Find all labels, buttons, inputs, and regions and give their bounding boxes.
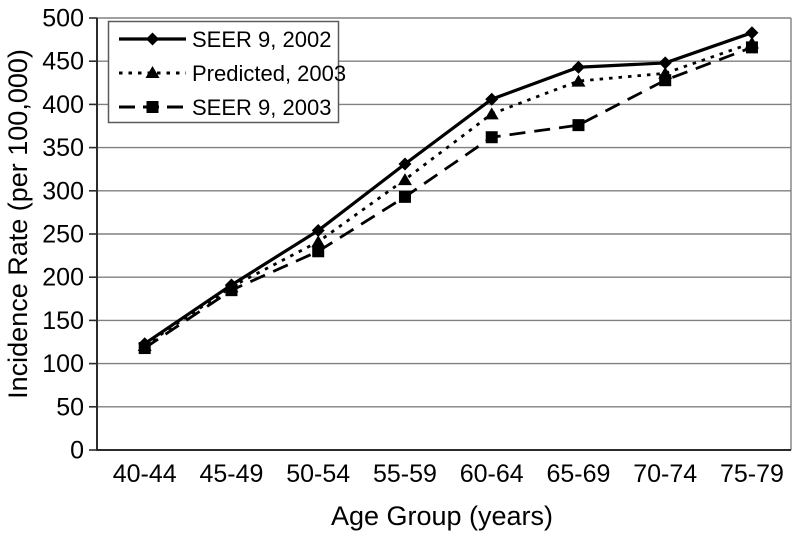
y-tick-label: 250	[42, 221, 84, 249]
square-marker-icon	[138, 342, 151, 355]
square-marker-icon	[225, 284, 238, 297]
x-tick-label: 75-79	[720, 460, 784, 488]
x-axis-title: Age Group (years)	[331, 501, 553, 531]
triangle-marker-icon	[311, 235, 326, 248]
triangle-marker-icon	[145, 66, 160, 78]
square-marker-icon	[572, 119, 585, 132]
x-tick-label: 65-69	[546, 460, 610, 488]
y-tick-label: 450	[42, 48, 84, 76]
x-tick-label: 50-54	[286, 460, 350, 488]
y-tick-label: 100	[42, 350, 84, 378]
x-tick-label: 40-44	[113, 460, 177, 488]
square-marker-icon	[745, 41, 758, 54]
legend-label-seer-9-2003: SEER 9, 2003	[192, 95, 331, 120]
x-tick-label: 70-74	[633, 460, 697, 488]
diamond-marker-icon	[146, 32, 159, 46]
diamond-marker-icon	[485, 92, 499, 106]
y-tick-label: 0	[70, 437, 84, 465]
diamond-marker-icon	[745, 26, 759, 40]
legend-entry-seer-9-2003: SEER 9, 2003	[119, 95, 331, 120]
y-tick-label: 400	[42, 91, 84, 119]
legend-entry-seer-9-2002: SEER 9, 2002	[119, 27, 331, 52]
diamond-marker-icon	[658, 56, 672, 70]
square-marker-icon	[659, 74, 672, 87]
y-axis-title: Incidence Rate (per 100,000)	[3, 49, 33, 399]
x-tick-label: 55-59	[373, 460, 437, 488]
y-tick-label: 200	[42, 264, 84, 292]
series-line-predicted-2003	[143, 41, 753, 347]
triangle-marker-icon	[484, 107, 499, 120]
diamond-marker-icon	[571, 60, 585, 74]
x-tick-label: 45-49	[199, 460, 263, 488]
triangle-marker-icon	[571, 74, 586, 87]
legend-label-predicted-2003: Predicted, 2003	[192, 61, 346, 86]
y-tick-label: 350	[42, 134, 84, 162]
chart-legend: SEER 9, 2002 Predicted, 2003 SEER 9, 200…	[107, 20, 346, 124]
diamond-marker-icon	[311, 224, 325, 238]
legend-label-seer-9-2002: SEER 9, 2002	[192, 27, 331, 52]
triangle-marker-icon	[397, 173, 412, 186]
square-marker-icon	[485, 131, 498, 144]
diamond-marker-icon	[398, 157, 412, 171]
y-tick-label: 50	[56, 393, 84, 421]
x-tick-label: 60-64	[460, 460, 524, 488]
square-marker-icon	[312, 245, 325, 258]
y-tick-label: 300	[42, 177, 84, 205]
square-marker-icon	[146, 101, 159, 113]
legend-entry-predicted-2003: Predicted, 2003	[119, 61, 346, 86]
square-marker-icon	[398, 190, 411, 203]
series-line-seer-9-2003	[143, 46, 753, 350]
y-tick-label: 500	[42, 5, 84, 33]
series-line-seer-9-2002	[143, 31, 753, 346]
y-tick-label: 150	[42, 307, 84, 335]
